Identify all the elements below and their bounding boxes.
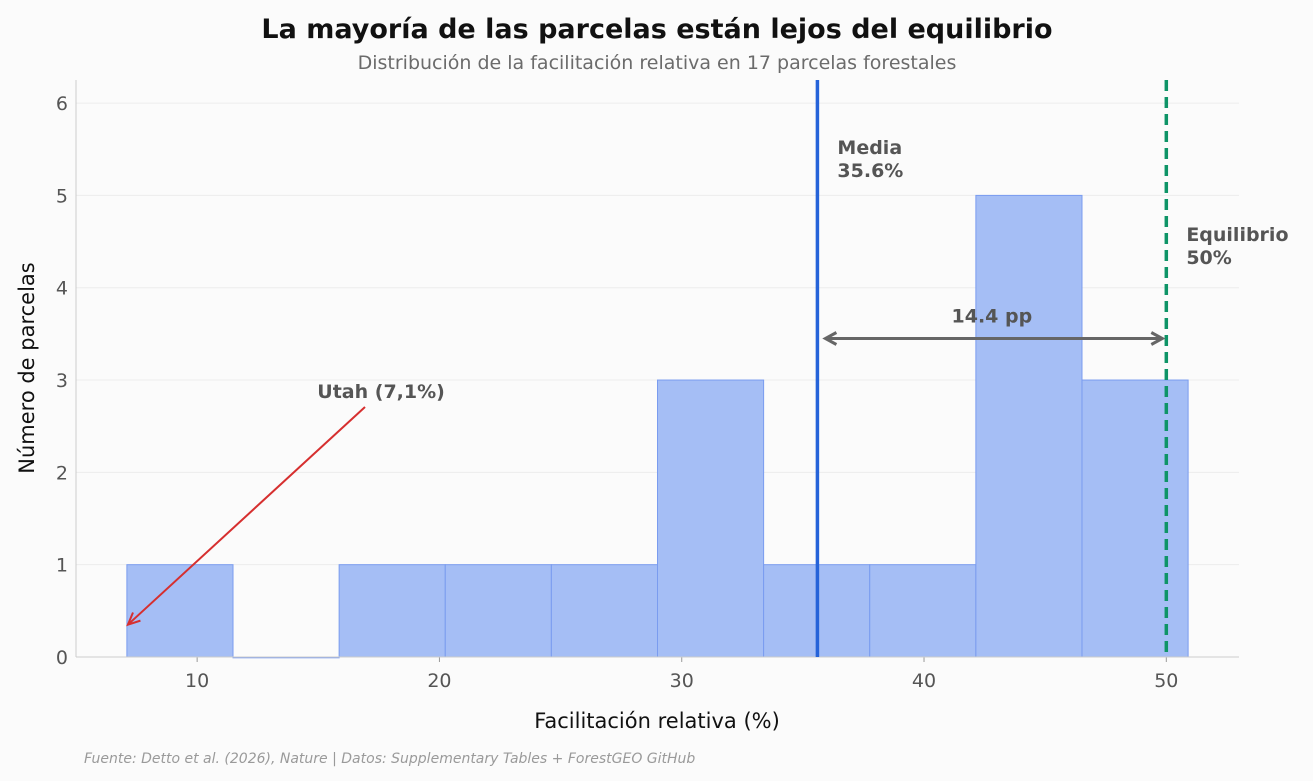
gap-label: 14.4 pp: [952, 305, 1033, 327]
x-tick-label: 30: [670, 670, 694, 692]
x-tick-label: 20: [427, 670, 451, 692]
histogram-bars: [126, 194, 1189, 659]
mean-label: Media: [837, 137, 902, 159]
y-tick-label: 1: [56, 555, 68, 577]
histogram-bar-8: [975, 194, 1083, 658]
histogram-bar-2: [338, 564, 446, 658]
x-axis-ticks: 10 20 30 40 50: [185, 657, 1178, 692]
x-tick-label: 10: [185, 670, 209, 692]
mean-value-label: 35.6%: [837, 160, 903, 182]
histogram-bar-4: [550, 564, 658, 658]
histogram-bar-5: [657, 379, 765, 658]
utah-annotation-label: Utah (7,1%): [317, 381, 445, 403]
chart-subtitle: Distribución de la facilitación relativa…: [358, 52, 957, 74]
histogram-bar-0: [126, 564, 234, 658]
gap-arrow-head-right: [1150, 331, 1166, 346]
utah-annotation-arrow: [126, 406, 366, 627]
histogram-bar-9: [1081, 379, 1189, 658]
source-note: Fuente: Detto et al. (2026), Nature | Da…: [84, 751, 695, 767]
y-tick-label: 3: [56, 370, 68, 392]
y-tick-label: 2: [56, 462, 68, 484]
x-tick-label: 40: [912, 670, 936, 692]
y-tick-label: 5: [56, 185, 68, 207]
gap-arrow-head-left: [822, 331, 838, 346]
y-tick-label: 4: [56, 278, 68, 300]
y-axis-ticks: 0 1 2 3 4 5 6: [56, 93, 68, 669]
utah-arrow-shaft: [127, 406, 366, 626]
y-tick-label: 0: [56, 647, 68, 669]
histogram-bar-7: [869, 564, 977, 658]
histogram-bar-3: [444, 564, 552, 658]
utah-arrow-head: [126, 612, 141, 627]
x-axis-label: Facilitación relativa (%): [534, 709, 780, 733]
x-tick-label: 50: [1154, 670, 1178, 692]
chart-title: La mayoría de las parcelas están lejos d…: [261, 14, 1052, 45]
equilibrium-value-label: 50%: [1186, 247, 1231, 269]
y-axis-label: Número de parcelas: [15, 262, 39, 474]
equilibrium-label: Equilibrio: [1186, 224, 1288, 246]
y-tick-label: 6: [56, 93, 68, 115]
gap-arrow: [822, 331, 1166, 346]
